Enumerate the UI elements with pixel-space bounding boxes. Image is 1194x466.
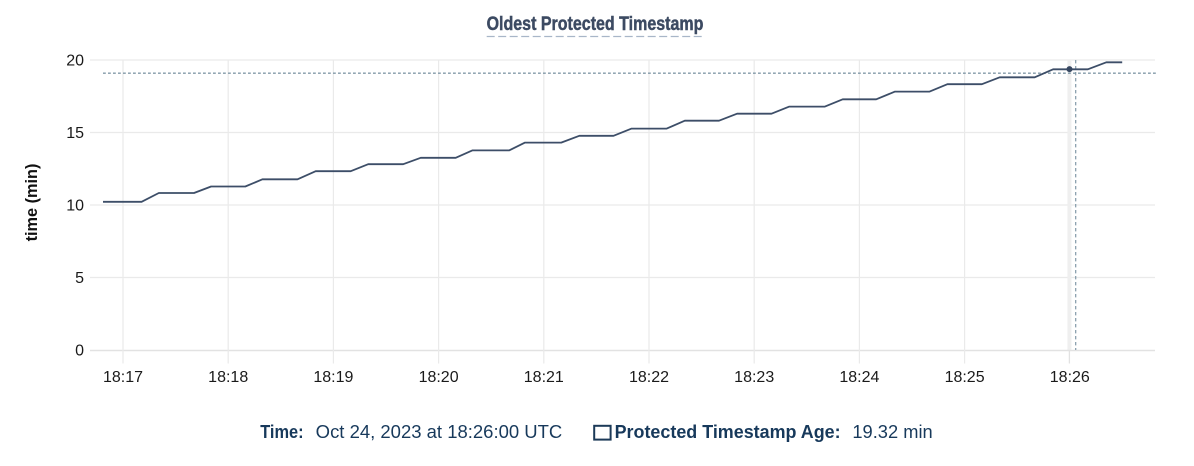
svg-text:18:19: 18:19 — [313, 369, 353, 386]
svg-text:19.32 min: 19.32 min — [852, 422, 932, 442]
svg-text:18:22: 18:22 — [629, 369, 669, 386]
svg-text:18:18: 18:18 — [208, 369, 248, 386]
svg-text:18:20: 18:20 — [419, 369, 459, 386]
svg-text:18:21: 18:21 — [524, 369, 564, 386]
svg-text:Oct 24, 2023 at 18:26:00 UTC: Oct 24, 2023 at 18:26:00 UTC — [316, 422, 563, 442]
svg-text:10: 10 — [66, 198, 84, 215]
svg-text:15: 15 — [66, 125, 84, 142]
svg-text:20: 20 — [66, 53, 84, 70]
svg-text:Protected Timestamp Age:: Protected Timestamp Age: — [615, 422, 841, 442]
svg-text:18:25: 18:25 — [945, 369, 985, 386]
svg-text:5: 5 — [75, 270, 84, 287]
svg-text:time (min): time (min) — [23, 164, 41, 242]
svg-text:18:26: 18:26 — [1050, 369, 1090, 386]
svg-text:Oldest Protected Timestamp: Oldest Protected Timestamp — [487, 14, 704, 35]
svg-text:18:17: 18:17 — [103, 369, 143, 386]
svg-text:18:24: 18:24 — [839, 369, 879, 386]
svg-text:18:23: 18:23 — [734, 369, 774, 386]
svg-text:Time:: Time: — [260, 422, 303, 442]
svg-text:0: 0 — [75, 343, 84, 360]
